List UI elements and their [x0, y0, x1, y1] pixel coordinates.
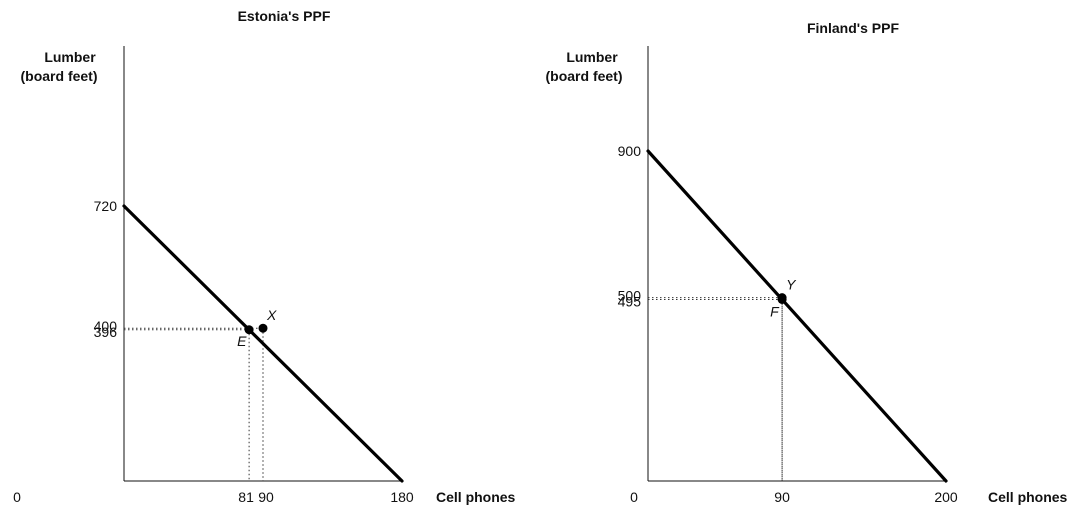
finland-ylabel-line2: (board feet) [546, 68, 623, 84]
estonia-ylabel-line1: Lumber [44, 49, 96, 65]
estonia-point-label-x: X [266, 307, 277, 323]
finland-ylabel-line1: Lumber [566, 49, 618, 65]
finland-x-tick-90: 90 [774, 489, 790, 505]
estonia-panel: Estonia's PPF Lumber (board feet) 0 Cell… [13, 8, 515, 505]
finland-point-label-y: Y [786, 277, 797, 293]
estonia-y-tick-720: 720 [94, 198, 118, 214]
estonia-xlabel: Cell phones [436, 489, 516, 505]
finland-y-tick-500: 500 [618, 288, 642, 304]
estonia-point-label-e: E [237, 333, 247, 349]
estonia-point-x [258, 323, 268, 333]
finland-ppf-line [646, 149, 948, 483]
finland-panel: Finland's PPF Lumber (board feet) 0 Cell… [546, 20, 1068, 505]
estonia-x-tick-90: 90 [258, 489, 274, 505]
finland-xlabel: Cell phones [988, 489, 1068, 505]
finland-y-tick-495: 495 [618, 294, 642, 310]
finland-title: Finland's PPF [807, 20, 899, 36]
estonia-x-tick-180: 180 [390, 489, 414, 505]
estonia-x-tick-81: 81 [238, 489, 254, 505]
estonia-title: Estonia's PPF [238, 8, 331, 24]
finland-y-tick-900: 900 [618, 143, 642, 159]
finland-x-tick-200: 200 [934, 489, 958, 505]
estonia-origin-label: 0 [13, 489, 21, 505]
estonia-ylabel-line2: (board feet) [21, 68, 98, 84]
estonia-point-e [244, 325, 254, 335]
finland-point-label-f: F [770, 304, 780, 320]
finland-origin-label: 0 [630, 489, 638, 505]
estonia-ppf-line [122, 204, 404, 483]
estonia-y-tick-396: 396 [94, 324, 118, 340]
finland-point-y [777, 293, 787, 303]
estonia-y-tick-400: 400 [94, 318, 118, 334]
